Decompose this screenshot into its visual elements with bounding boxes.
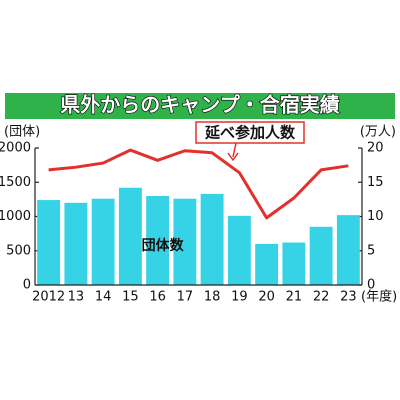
line (48, 148, 349, 220)
x-tick-label: 22 (313, 290, 330, 305)
x-axis-label: (年度) (361, 289, 397, 305)
x-tick-label: 20 (258, 290, 275, 305)
line-legend-label: 延べ参加人数 (204, 124, 296, 142)
bar (91, 198, 115, 285)
y2-tick-label: 15 (367, 175, 384, 190)
y-tick-label: 500 (6, 243, 31, 258)
y2-axis-label: (万人) (360, 125, 396, 140)
annotation-box (195, 121, 305, 144)
x-tick-label: 19 (231, 290, 248, 305)
chart-title: 県外からのキャンプ・合宿実績 (60, 93, 339, 117)
bar (200, 193, 224, 285)
bar (146, 195, 170, 285)
y-tick-label: 1000 (0, 209, 31, 224)
bar (336, 215, 360, 285)
x-tick-label: 2012 (32, 290, 65, 305)
y-axis-label: (団体) (4, 125, 40, 140)
x-tick-label: 16 (149, 290, 166, 305)
x-tick-label: 14 (95, 290, 112, 305)
x-tick-label: 21 (286, 290, 303, 305)
x-tick-label: 15 (122, 290, 139, 305)
annotation-arrow (232, 142, 237, 158)
annotation-arrowhead (227, 152, 239, 162)
bar (173, 198, 197, 285)
x-tick-label: 13 (68, 290, 85, 305)
y2-tick-label: 0 (367, 278, 375, 293)
y2-tick-label: 5 (367, 243, 375, 258)
x-tick-label: 17 (177, 290, 194, 305)
bar (227, 215, 251, 285)
bar (64, 202, 88, 285)
bar-series-label: 団体数 (142, 237, 185, 254)
y-tick-label: 0 (23, 278, 31, 293)
x-tick-label: 18 (204, 290, 221, 305)
bar (282, 242, 306, 285)
y-tick-label: 2000 (0, 141, 31, 156)
bar (255, 243, 279, 285)
y2-tick-label: 20 (367, 141, 384, 156)
x-tick-label: 23 (340, 290, 357, 305)
y-tick-label: 1500 (0, 175, 31, 190)
title-banner (5, 93, 395, 119)
bar (309, 226, 333, 285)
y2-tick-label: 10 (367, 209, 384, 224)
bar (37, 200, 61, 285)
bar (118, 187, 142, 285)
